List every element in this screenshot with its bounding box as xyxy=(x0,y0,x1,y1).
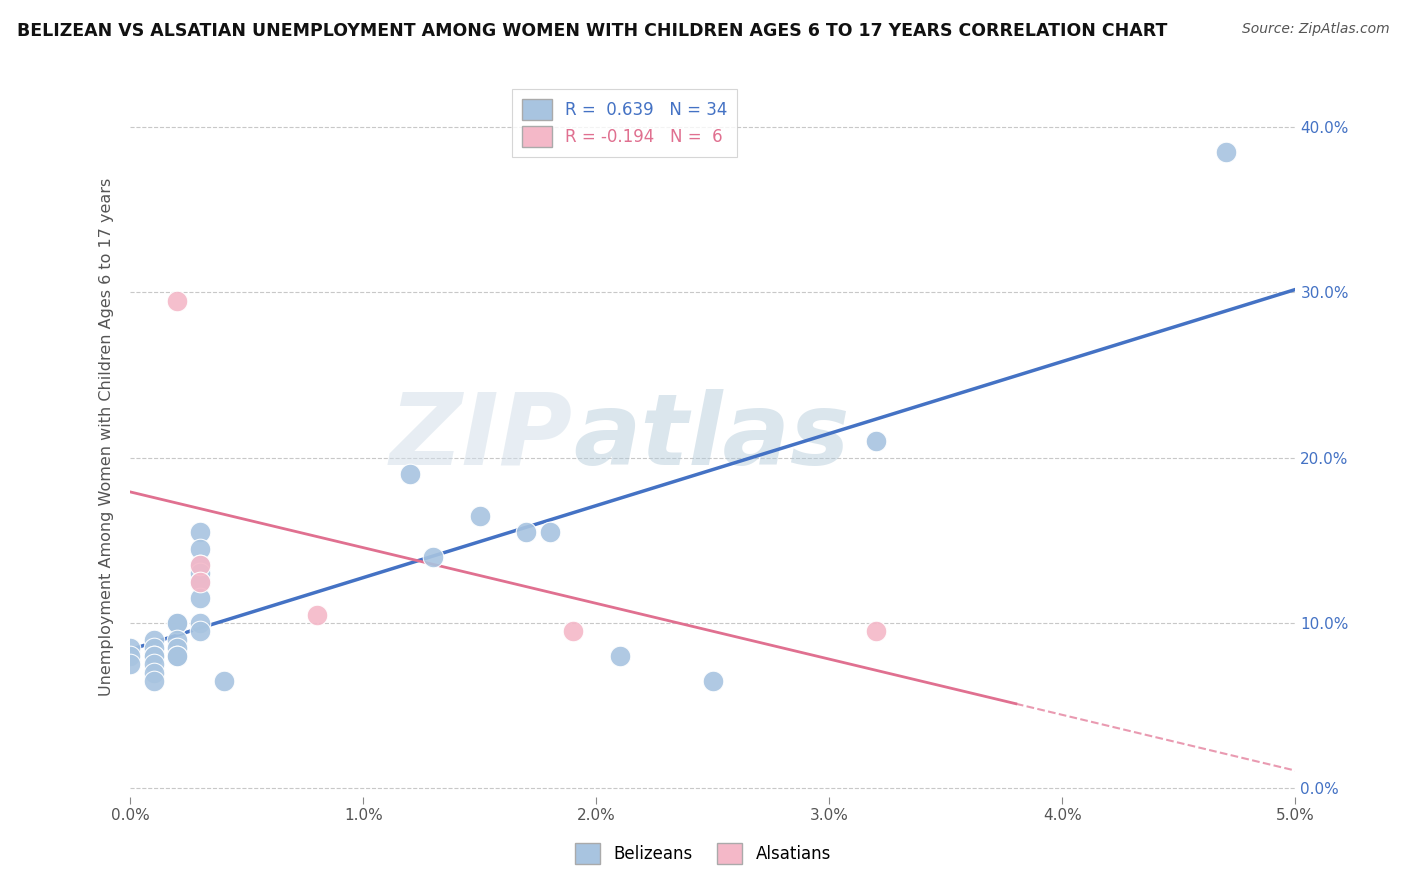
Point xyxy=(166,649,188,664)
Point xyxy=(188,558,211,573)
Point xyxy=(188,541,211,556)
Point xyxy=(188,566,211,581)
Point xyxy=(142,649,165,664)
Point xyxy=(305,607,328,622)
Point xyxy=(865,624,887,639)
Point xyxy=(166,616,188,631)
Point xyxy=(468,508,491,523)
Point xyxy=(188,574,211,589)
Point xyxy=(166,632,188,647)
Text: Source: ZipAtlas.com: Source: ZipAtlas.com xyxy=(1241,22,1389,37)
Point xyxy=(188,591,211,606)
Point xyxy=(142,632,165,647)
Point xyxy=(188,525,211,540)
Point xyxy=(515,525,537,540)
Legend: R =  0.639   N = 34, R = -0.194   N =  6: R = 0.639 N = 34, R = -0.194 N = 6 xyxy=(512,89,737,157)
Point xyxy=(212,673,235,688)
Point xyxy=(142,649,165,664)
Point xyxy=(422,549,444,564)
Point xyxy=(142,665,165,680)
Text: atlas: atlas xyxy=(574,389,849,485)
Point xyxy=(188,558,211,573)
Point xyxy=(166,640,188,655)
Point xyxy=(120,640,142,655)
Point xyxy=(865,434,887,449)
Legend: Belizeans, Alsatians: Belizeans, Alsatians xyxy=(568,837,838,871)
Point xyxy=(702,673,724,688)
Point xyxy=(188,574,211,589)
Point xyxy=(188,616,211,631)
Point xyxy=(142,657,165,672)
Point xyxy=(166,649,188,664)
Text: BELIZEAN VS ALSATIAN UNEMPLOYMENT AMONG WOMEN WITH CHILDREN AGES 6 TO 17 YEARS C: BELIZEAN VS ALSATIAN UNEMPLOYMENT AMONG … xyxy=(17,22,1167,40)
Point xyxy=(166,293,188,308)
Point xyxy=(166,616,188,631)
Point xyxy=(1215,145,1237,159)
Point xyxy=(538,525,561,540)
Point xyxy=(188,624,211,639)
Point xyxy=(120,657,142,672)
Point xyxy=(142,640,165,655)
Point xyxy=(562,624,585,639)
Text: ZIP: ZIP xyxy=(389,389,574,485)
Y-axis label: Unemployment Among Women with Children Ages 6 to 17 years: Unemployment Among Women with Children A… xyxy=(100,178,114,696)
Point xyxy=(609,649,631,664)
Point xyxy=(142,673,165,688)
Point xyxy=(399,467,422,482)
Point xyxy=(120,649,142,664)
